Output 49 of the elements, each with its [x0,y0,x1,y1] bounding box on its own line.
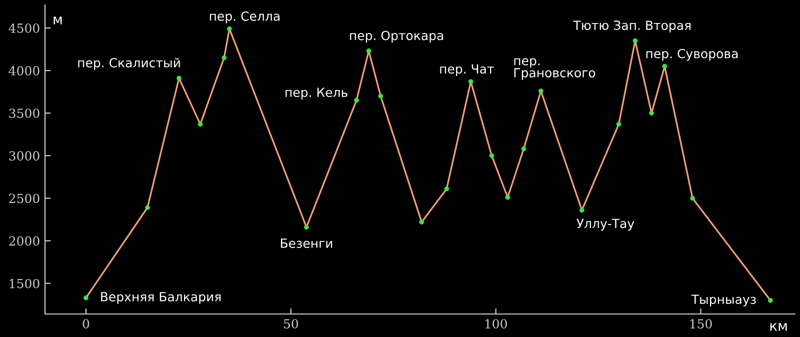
point [378,94,384,98]
annotation: Уллу-Тау [576,218,634,231]
point [227,26,232,32]
annotation: пер. Скалистый [78,58,180,70]
y-tick-label: 4000 [8,66,40,76]
point [145,205,150,210]
y-tick-label: 1500 [10,278,40,288]
annotation: Тырныауз [691,294,756,306]
y-tick-label: 3000 [9,151,40,161]
y-axis-title: м [54,16,62,24]
y-tick-label: 2000 [9,236,40,246]
point [222,55,227,60]
point [198,122,203,127]
annotation: пер. Ортокара [350,30,444,43]
y-tick-label: 2500 [9,194,40,204]
point [304,224,309,230]
annotation: пер. Суворова [646,48,738,61]
point [538,88,544,94]
point [579,208,584,213]
point [176,76,182,81]
point [354,98,359,103]
point [444,186,450,192]
point [505,194,510,200]
x-tick-label: 50 [284,319,298,329]
point [489,153,494,158]
y-tick-label: 3500 [9,108,40,118]
point [521,146,526,152]
x-axis-title: км [770,323,787,331]
annotation: Тютю Зап. Вторая [573,20,690,32]
point [768,298,773,303]
annotation: Верхняя Балкария [101,292,221,304]
point [468,79,474,84]
x-tick-label: 150 [690,319,712,329]
annotation: Безенги [280,238,332,248]
point [366,48,372,54]
point [616,122,622,127]
annotation: пер. Селла [210,11,280,24]
annotation: пер. Грановского [514,58,596,80]
point [649,110,654,116]
point [662,64,668,69]
point [690,196,695,201]
y-tick-label: 4500 [8,23,40,33]
annotation: пер. Кель [286,88,348,100]
point [84,295,88,300]
point [419,220,424,224]
point [632,38,638,44]
x-tick-label: 0 [82,319,90,329]
x-tick-label: 100 [485,319,507,329]
annotation: пер. Чат [440,64,494,76]
